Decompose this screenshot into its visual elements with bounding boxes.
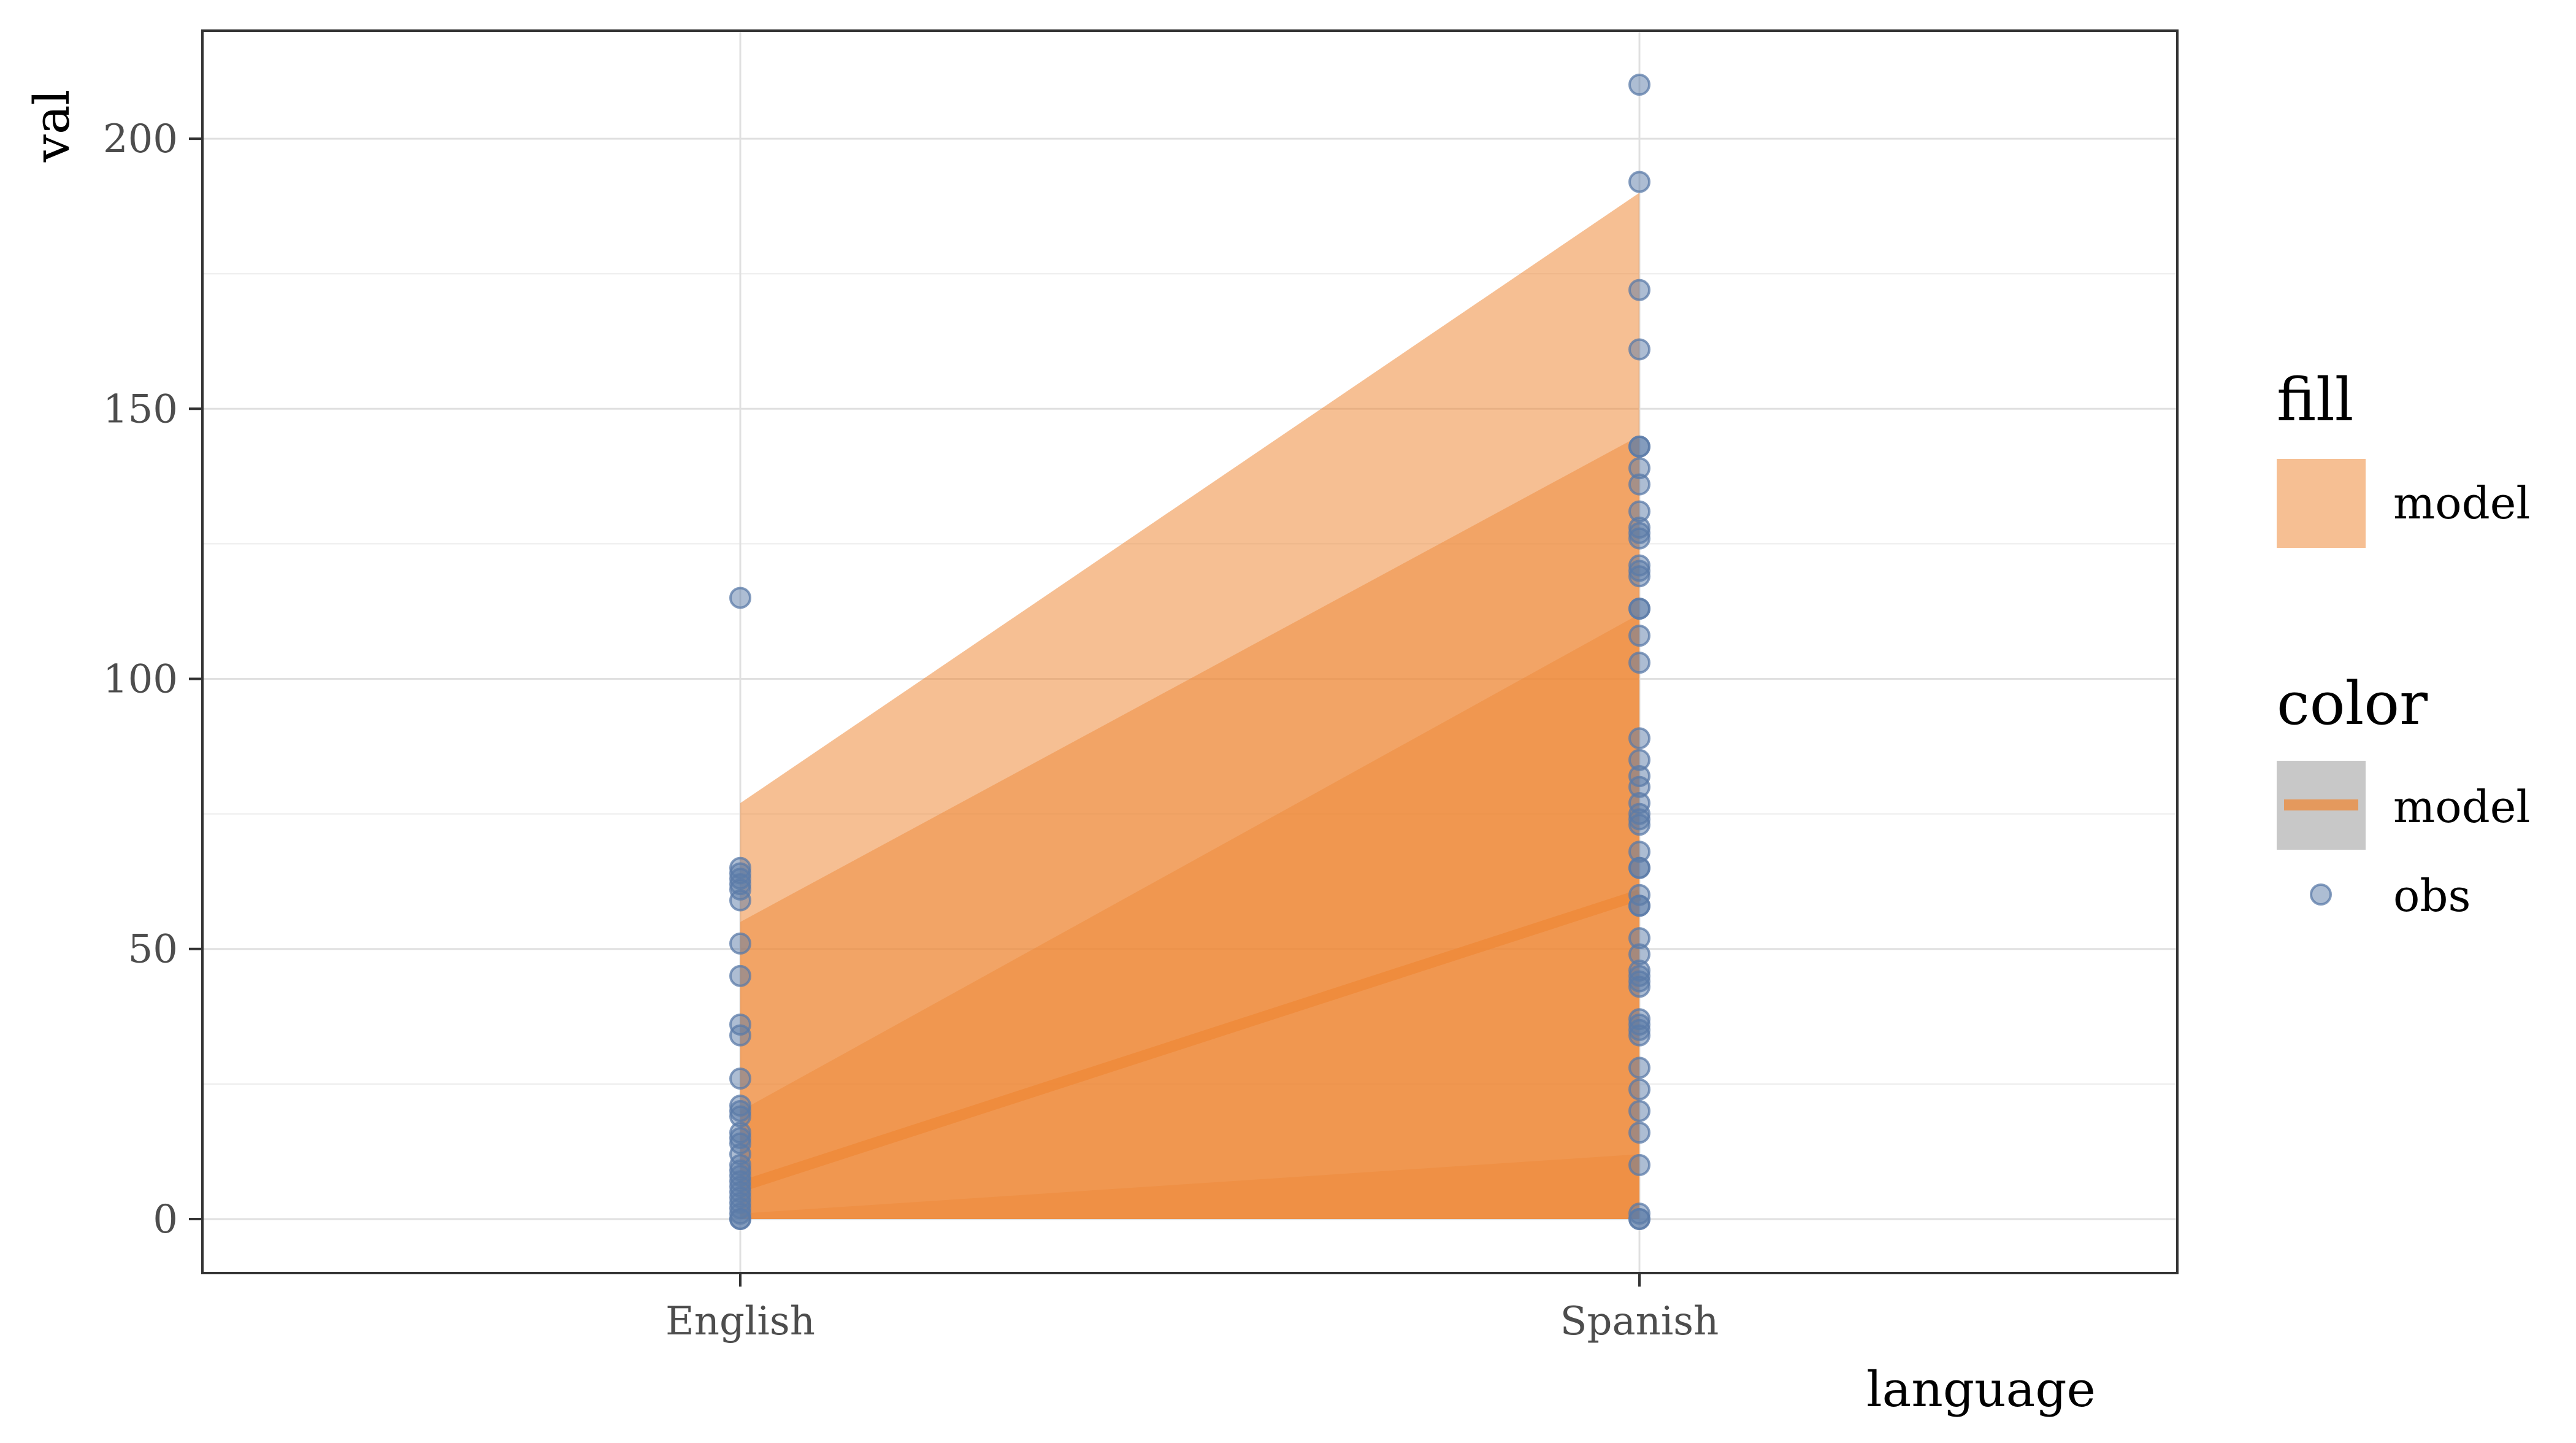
obs-point [729,1207,751,1230]
legend-fill-key [2277,459,2366,548]
legend-fill-title: fill [2277,366,2353,434]
obs-point [1628,565,1650,588]
model-line [738,890,1641,1192]
y-tick-label: 100 [103,657,178,702]
y-tick-label: 200 [103,117,178,162]
obs-point [1628,652,1650,674]
y-tick-label: 0 [153,1197,178,1242]
x-axis-title: language [1866,1361,2096,1418]
obs-points [729,74,1650,1230]
obs-point [1628,1024,1650,1047]
y-axis-title: val [23,90,80,163]
obs-point [1628,74,1650,96]
obs-point [1628,1078,1650,1101]
x-tick-label: Spanish [1560,1299,1719,1344]
axes: 0 50 100 150 200 English Spanish [103,117,1719,1344]
obs-point [1628,527,1650,550]
obs-point [729,932,751,955]
legend-color-title: color [2277,669,2428,738]
legend-obs-label: obs [2393,870,2471,922]
obs-point [1628,975,1650,998]
obs-point [729,587,751,609]
obs-point [1628,435,1650,458]
obs-point [1628,625,1650,647]
model-ribbon-3 [740,1154,1639,1219]
obs-point [729,1024,751,1047]
obs-point [1628,1122,1650,1144]
legend-obs-point-key [2310,883,2332,906]
obs-point [729,889,751,912]
obs-point [1628,171,1650,193]
panel-border [201,29,2179,1274]
obs-point [729,1068,751,1090]
obs-point [1628,814,1650,836]
obs-point [1628,598,1650,620]
x-tick-label: English [665,1299,815,1344]
obs-point [729,964,751,987]
legend-fill-label: model [2393,477,2530,529]
obs-point [1628,895,1650,917]
model-line-layer [738,890,1641,1192]
obs-point [1628,1153,1650,1176]
y-tick-label: 50 [128,927,178,972]
model-ribbon-2 [740,614,1639,1219]
y-tick-label: 150 [103,387,178,432]
obs-point [1628,856,1650,879]
legend: fill model color model obs [2277,366,2530,922]
obs-point [1628,1207,1650,1230]
obs-point [1628,1099,1650,1122]
obs-point [1628,338,1650,361]
obs-point [1628,727,1650,750]
obs-point [1628,473,1650,496]
legend-model-label: model [2393,781,2530,833]
obs-point [1628,1056,1650,1079]
obs-point [1628,279,1650,301]
